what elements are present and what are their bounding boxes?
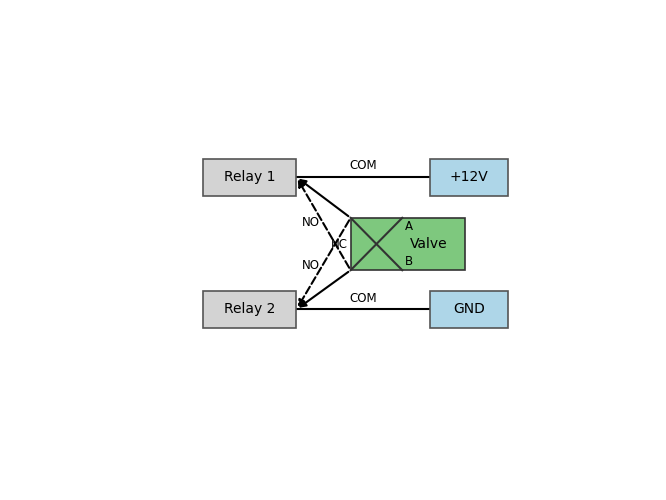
Bar: [430, 158, 508, 196]
Text: COM: COM: [350, 292, 377, 305]
Text: GND: GND: [454, 302, 485, 316]
Text: A: A: [404, 220, 412, 233]
Text: B: B: [404, 255, 413, 268]
Text: Relay 2: Relay 2: [224, 302, 276, 316]
Bar: [430, 291, 508, 328]
Bar: [203, 291, 296, 328]
Text: NC: NC: [331, 238, 348, 250]
Text: COM: COM: [350, 160, 377, 172]
Text: Relay 1: Relay 1: [224, 170, 276, 184]
Bar: [350, 218, 466, 270]
Text: +12V: +12V: [450, 170, 489, 184]
Text: Valve: Valve: [410, 237, 448, 251]
Text: NO: NO: [302, 216, 320, 228]
Text: NO: NO: [302, 258, 320, 272]
Bar: [203, 158, 296, 196]
